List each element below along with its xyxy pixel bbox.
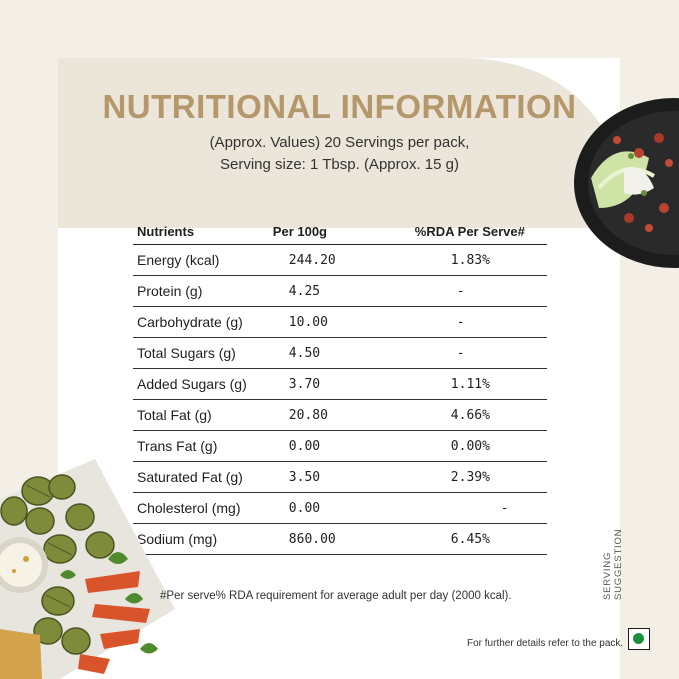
- per-100g-value: 3.50: [268, 461, 411, 493]
- table-row: Trans Fat (g) 0.00 0.00%: [133, 430, 547, 462]
- rda-value: 6.45%: [410, 523, 547, 555]
- per-100g-value: 20.80: [268, 399, 411, 431]
- refer-to-pack-note: For further details refer to the pack.: [467, 638, 624, 649]
- rda-value: -: [410, 337, 547, 369]
- rda-value: -: [410, 275, 547, 307]
- table-header-row: Nutrients Per 100g %RDA Per Serve#: [133, 218, 547, 245]
- table-row: Sodium (mg) 860.00 6.45%: [133, 523, 547, 555]
- per-100g-value: 0.00: [268, 492, 411, 524]
- table-row: Total Fat (g) 20.80 4.66%: [133, 399, 547, 431]
- veg-dot: [633, 633, 644, 644]
- column-header-rda: %RDA Per Serve#: [410, 218, 547, 245]
- table-row: Protein (g) 4.25 -: [133, 275, 547, 307]
- table-row: Energy (kcal) 244.20 1.83%: [133, 244, 547, 276]
- servings-info: (Approx. Values) 20 Servings per pack,: [209, 134, 470, 151]
- table-row: Cholesterol (mg) 0.00 -: [133, 492, 547, 524]
- per-100g-value: 0.00: [268, 430, 411, 462]
- nutrient-name: Carbohydrate (g): [133, 306, 269, 338]
- nutrient-name: Protein (g): [133, 275, 269, 307]
- header-band-curve: [58, 58, 620, 228]
- nutrient-name: Total Sugars (g): [133, 337, 269, 369]
- rda-footnote: #Per serve% RDA requirement for average …: [160, 590, 512, 602]
- rda-value: 4.66%: [410, 399, 547, 431]
- veg-mark-icon: [628, 628, 650, 650]
- nutrition-table: Nutrients Per 100g %RDA Per Serve# Energ…: [133, 218, 547, 555]
- nutrient-name: Trans Fat (g): [133, 430, 269, 462]
- nutrient-name: Energy (kcal): [133, 244, 269, 276]
- per-100g-value: 244.20: [268, 244, 411, 276]
- nutrient-name: Saturated Fat (g): [133, 461, 269, 493]
- serving-suggestion-label: SERVING SUGGESTION: [602, 528, 624, 600]
- per-100g-value: 4.50: [268, 337, 411, 369]
- nutrient-name: Sodium (mg): [133, 523, 269, 555]
- salad-plate-image: [574, 98, 679, 268]
- rda-value: -: [410, 492, 547, 524]
- rda-value: 1.83%: [410, 244, 547, 276]
- per-100g-value: 860.00: [268, 523, 411, 555]
- rda-value: 0.00%: [410, 430, 547, 462]
- table-row: Added Sugars (g) 3.70 1.11%: [133, 368, 547, 400]
- per-100g-value: 4.25: [268, 275, 411, 307]
- serving-size-info: Serving size: 1 Tbsp. (Approx. 15 g): [219, 156, 459, 173]
- page-title: NUTRITIONAL INFORMATION: [102, 88, 577, 125]
- per-100g-value: 3.70: [268, 368, 411, 400]
- column-header-per-100g: Per 100g: [268, 218, 411, 245]
- nutrient-name: Total Fat (g): [133, 399, 269, 431]
- nutrient-name: Cholesterol (mg): [133, 492, 269, 524]
- per-100g-value: 10.00: [268, 306, 411, 338]
- table-row: Total Sugars (g) 4.50 -: [133, 337, 547, 369]
- table-row: Saturated Fat (g) 3.50 2.39%: [133, 461, 547, 493]
- column-header-nutrients: Nutrients: [133, 218, 269, 245]
- table-row: Carbohydrate (g) 10.00 -: [133, 306, 547, 338]
- grilled-vegetables-image: [0, 459, 175, 679]
- rda-value: -: [410, 306, 547, 338]
- rda-value: 1.11%: [410, 368, 547, 400]
- rda-value: 2.39%: [410, 461, 547, 493]
- nutrient-name: Added Sugars (g): [133, 368, 269, 400]
